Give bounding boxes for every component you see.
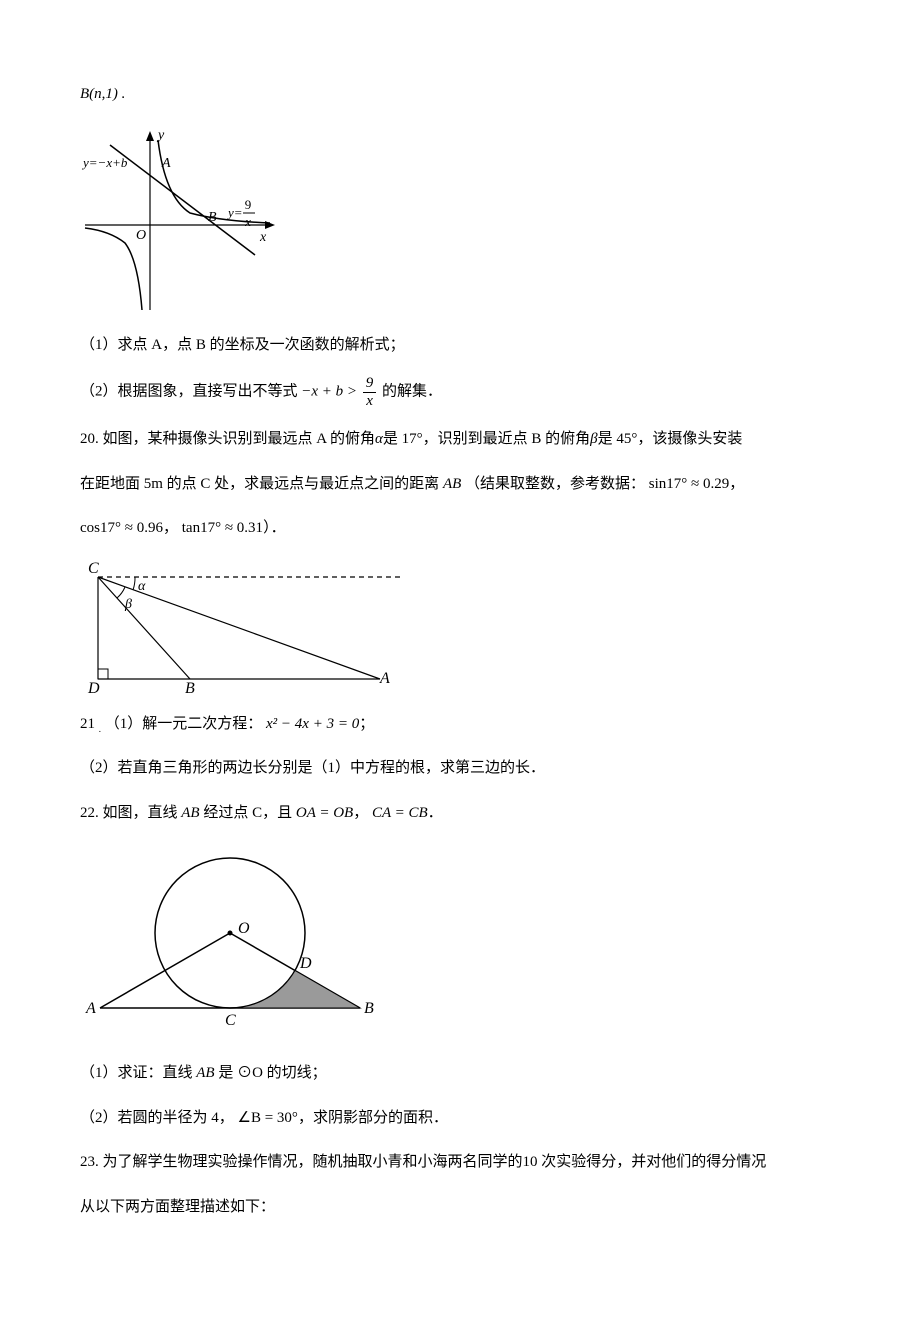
q21-dot: . bbox=[99, 724, 101, 734]
q20-line3: cos17° ≈ 0.96， tan17° ≈ 0.31）． bbox=[80, 514, 840, 543]
fig19-curve-num: 9 bbox=[245, 197, 252, 212]
q22-1a: （1）求证：直线 bbox=[80, 1065, 193, 1081]
q22-2a: （2）若圆的半径为 4， bbox=[80, 1110, 234, 1126]
fig22-a: A bbox=[85, 1000, 96, 1017]
fig20-beta: β bbox=[124, 597, 132, 612]
q22-b: 经过点 C，且 bbox=[203, 805, 292, 821]
fig22-o: O bbox=[238, 920, 250, 937]
q20-ab: AB bbox=[443, 476, 461, 492]
q22-1b: 是 ⊙O 的切线； bbox=[218, 1065, 326, 1081]
q20-beta: β bbox=[590, 431, 597, 447]
q19-2-post: 的解集． bbox=[382, 383, 442, 399]
q22-a: 如图，直线 bbox=[103, 805, 178, 821]
fig20-alpha: α bbox=[138, 579, 146, 594]
fig19-point-a: A bbox=[161, 156, 171, 171]
q21-part1: 21 . （1）解一元二次方程： x² − 4x + 3 = 0； bbox=[80, 710, 840, 739]
q22-part2: （2）若圆的半径为 4， ∠B = 30°，求阴影部分的面积． bbox=[80, 1104, 840, 1133]
q20-2a: 在距地面 5m 的点 C 处，求最远点与最近点之间的距离 bbox=[80, 476, 439, 492]
q19-2-frac: 9 x bbox=[363, 375, 377, 409]
q19-part2: （2）根据图象，直接写出不等式 −x + b > 9 x 的解集． bbox=[80, 375, 840, 409]
fig19-point-b: B bbox=[208, 210, 217, 225]
fig22-svg: O A B C D bbox=[80, 843, 380, 1043]
fig22-c: C bbox=[225, 1012, 236, 1029]
fig22-b: B bbox=[364, 1000, 374, 1017]
fig19-line-label: y=−x+b bbox=[81, 155, 128, 170]
q22-eq1: OA = OB bbox=[296, 805, 353, 821]
fig20-b: B bbox=[185, 680, 195, 694]
intro-text: B(n,1) . bbox=[80, 86, 125, 102]
q22-c: ， bbox=[353, 805, 368, 821]
q20-2b: （结果取整数，参考数据： bbox=[465, 476, 645, 492]
q20-3a: ， bbox=[729, 476, 744, 492]
q19-part1: （1）求点 A，点 B 的坐标及一次函数的解析式； bbox=[80, 331, 840, 360]
fig19-y-label: y bbox=[156, 128, 165, 143]
q20: 20. 如图，某种摄像头识别到最远点 A 的俯角α是 17°，识别到最近点 B … bbox=[80, 425, 840, 454]
q23-1-text: 为了解学生物理实验操作情况，随机抽取小青和小海两名同学的10 次实验得分，并对他… bbox=[103, 1154, 767, 1170]
q20-3b: ， bbox=[163, 520, 178, 536]
q20-tan: tan17° ≈ 0.31 bbox=[182, 520, 263, 536]
figure-q22: O A B C D bbox=[80, 843, 840, 1043]
q21-eq: x² − 4x + 3 = 0 bbox=[266, 716, 359, 732]
fig22-d: D bbox=[299, 955, 312, 972]
q23-number: 23. bbox=[80, 1154, 99, 1170]
q19-2-frac-num: 9 bbox=[363, 375, 377, 393]
q21-1b: ； bbox=[359, 716, 374, 732]
figure-q19: y O x A B y=−x+b y= 9 x bbox=[80, 125, 840, 315]
q20-1a: 如图，某种摄像头识别到最远点 A 的俯角 bbox=[103, 431, 376, 447]
q21-2-text: （2）若直角三角形的两边长分别是（1）中方程的根，求第三边的长． bbox=[80, 760, 545, 776]
q22-number: 22. bbox=[80, 805, 99, 821]
q21-number: 21 bbox=[80, 716, 95, 732]
q22: 22. 如图，直线 AB 经过点 C，且 OA = OB， CA = CB． bbox=[80, 799, 840, 828]
q22-d: ． bbox=[428, 805, 443, 821]
q20-3c: ）． bbox=[263, 520, 286, 536]
q21-1a: （1）解一元二次方程： bbox=[105, 716, 263, 732]
q20-line2: 在距地面 5m 的点 C 处，求最远点与最近点之间的距离 AB （结果取整数，参… bbox=[80, 470, 840, 499]
q20-cos: cos17° ≈ 0.96 bbox=[80, 520, 163, 536]
q22-eq2: CA = CB bbox=[372, 805, 428, 821]
fig19-x-label: x bbox=[259, 230, 267, 245]
figure-q20: C D B A α β bbox=[80, 559, 840, 694]
q22-ab1: AB bbox=[181, 805, 199, 821]
q19-2-frac-den: x bbox=[363, 393, 377, 410]
q22-1-ab: AB bbox=[196, 1065, 214, 1081]
q21-part2: （2）若直角三角形的两边长分别是（1）中方程的根，求第三边的长． bbox=[80, 754, 840, 783]
q23-line2: 从以下两方面整理描述如下： bbox=[80, 1193, 840, 1222]
fig19-origin: O bbox=[136, 228, 146, 243]
q19-2-pre: （2）根据图象，直接写出不等式 bbox=[80, 383, 298, 399]
q22-part1: （1）求证：直线 AB 是 ⊙O 的切线； bbox=[80, 1059, 840, 1088]
intro-point: B(n,1) . bbox=[80, 80, 840, 109]
q20-1b: 是 17°，识别到最近点 B 的俯角 bbox=[383, 431, 590, 447]
fig20-svg: C D B A α β bbox=[80, 559, 410, 694]
fig20-a: A bbox=[379, 670, 390, 687]
q22-2b: ，求阴影部分的面积． bbox=[298, 1110, 448, 1126]
fig19-curve-den: x bbox=[244, 214, 251, 229]
fig19-curve-label-pre: y= bbox=[226, 205, 243, 220]
q20-1c: 是 45°，该摄像头安装 bbox=[598, 431, 743, 447]
q22-2-angle: ∠B = 30° bbox=[238, 1110, 298, 1126]
q20-sin: sin17° ≈ 0.29 bbox=[649, 476, 730, 492]
q23-2-text: 从以下两方面整理描述如下： bbox=[80, 1199, 275, 1215]
q20-alpha: α bbox=[375, 431, 383, 447]
fig19-svg: y O x A B y=−x+b y= 9 x bbox=[80, 125, 290, 315]
fig20-c: C bbox=[88, 560, 99, 577]
q19-1-text: （1）求点 A，点 B 的坐标及一次函数的解析式； bbox=[80, 337, 405, 353]
q20-number: 20. bbox=[80, 431, 99, 447]
fig20-d: D bbox=[87, 680, 100, 694]
q23-line1: 23. 为了解学生物理实验操作情况，随机抽取小青和小海两名同学的10 次实验得分… bbox=[80, 1148, 840, 1177]
q19-2-ineq: −x + b > bbox=[301, 383, 357, 399]
